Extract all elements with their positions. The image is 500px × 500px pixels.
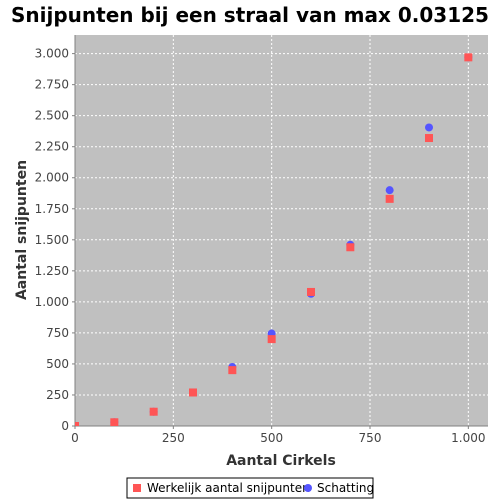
grid-lines [75, 35, 488, 426]
axes [72, 35, 488, 429]
x-tick-label: 1.000 [451, 431, 485, 445]
plot-area [75, 35, 488, 426]
y-axis-label: Aantal snijpunten [14, 160, 30, 300]
y-tick-label: 1.500 [35, 233, 69, 247]
werkelijk-point [267, 335, 276, 344]
y-tick-label: 250 [46, 388, 69, 402]
werkelijk-point [228, 366, 237, 375]
x-tick-label: 500 [260, 431, 283, 445]
legend: Werkelijk aantal snijpunten Schatting [126, 477, 374, 499]
y-tick-label: 1.750 [35, 202, 69, 216]
y-tick-label: 2.250 [35, 140, 69, 154]
y-tick-label: 3.000 [35, 47, 69, 61]
y-tick-label: 2.500 [35, 109, 69, 123]
x-tick-label: 750 [359, 431, 382, 445]
legend-box [126, 477, 374, 499]
chart-title: Snijpunten bij een straal van max 0.0312… [11, 3, 489, 27]
legend-label-werkelijk: Werkelijk aantal snijpunten [147, 481, 310, 495]
werkelijk-point [385, 194, 394, 203]
werkelijk-point [189, 388, 197, 397]
tick-labels: 0 250 500 750 1.000 0 250 500 750 1.000 1.250 1.500… [35, 47, 486, 445]
werkelijk-point [75, 422, 79, 426]
legend-marker-werkelijk [133, 484, 141, 492]
y-tick-label: 0 [61, 419, 69, 433]
legend-label-schatting: Schatting [317, 481, 374, 495]
y-tick-label: 500 [46, 357, 69, 371]
x-axis-label: Aantal Cirkels [226, 453, 336, 469]
werkelijk-point [346, 243, 355, 252]
data-points [75, 53, 473, 426]
x-tick-label: 250 [162, 431, 185, 445]
y-tick-label: 2.000 [35, 171, 69, 185]
legend-marker-schatting [304, 484, 312, 492]
y-tick-label: 2.750 [35, 78, 69, 92]
schatting-point [385, 186, 394, 195]
werkelijk-point [307, 287, 315, 296]
schatting-point [425, 123, 433, 132]
y-tick-label: 1.250 [35, 264, 69, 278]
x-tick-label: 0 [71, 431, 79, 445]
y-tick-label: 750 [46, 326, 69, 340]
werkelijk-point [425, 134, 433, 143]
werkelijk-point [149, 407, 158, 416]
y-tick-label: 1.000 [35, 295, 69, 309]
werkelijk-point [110, 418, 119, 426]
werkelijk-point [464, 53, 473, 62]
